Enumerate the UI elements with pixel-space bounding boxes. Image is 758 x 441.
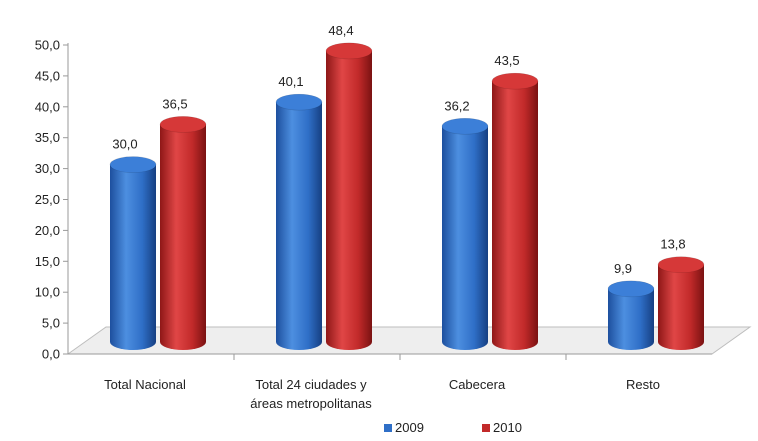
legend: 2009 2010 (384, 420, 522, 435)
bar-body (442, 126, 488, 350)
bar-body (110, 165, 156, 350)
y-tick-label: 5,0 (42, 316, 60, 331)
bar-2009-2 (442, 118, 488, 350)
bar-2010-2 (492, 73, 538, 350)
data-label-2010: 13,8 (660, 237, 685, 252)
bar-2009-0 (110, 157, 156, 350)
legend-label-2009: 2009 (395, 420, 424, 435)
bar-top (326, 43, 372, 59)
bar-2010-3 (658, 257, 704, 350)
y-tick-label: 10,0 (35, 285, 60, 300)
bar-body (658, 265, 704, 350)
bar-top (276, 94, 322, 110)
data-label-2009: 40,1 (278, 74, 303, 89)
legend-swatch-2009 (384, 424, 392, 432)
data-label-2010: 48,4 (328, 23, 353, 38)
bar-top (608, 281, 654, 297)
bar-body (492, 81, 538, 350)
data-label-2009: 9,9 (614, 261, 632, 276)
x-category-label: Cabecera (449, 377, 506, 392)
bar-top (110, 157, 156, 173)
bar-body (608, 289, 654, 350)
bar-body (276, 102, 322, 350)
x-category-label: Total Nacional (104, 377, 186, 392)
y-tick-label: 50,0 (35, 38, 60, 53)
y-tick-label: 25,0 (35, 192, 60, 207)
data-label-2010: 43,5 (494, 53, 519, 68)
y-tick-label: 30,0 (35, 161, 60, 176)
x-category-label: Total 24 ciudades y (255, 377, 367, 392)
y-tick-label: 45,0 (35, 68, 60, 83)
bar-top (160, 116, 206, 132)
bar-2010-1 (326, 43, 372, 350)
y-tick-label: 20,0 (35, 223, 60, 238)
bar-body (326, 51, 372, 350)
y-tick-label: 15,0 (35, 254, 60, 269)
bar-2009-3 (608, 281, 654, 350)
y-tick-label: 0,0 (42, 347, 60, 362)
data-label-2010: 36,5 (162, 96, 187, 111)
x-category-label: áreas metropolitanas (250, 396, 372, 411)
legend-swatch-2010 (482, 424, 490, 432)
bar-top (492, 73, 538, 89)
bar-body (160, 124, 206, 350)
bar-2009-1 (276, 94, 322, 350)
data-label-2009: 30,0 (112, 137, 137, 152)
data-label-2009: 36,2 (444, 98, 469, 113)
bar-top (658, 257, 704, 273)
bar-top (442, 118, 488, 134)
bar-2010-0 (160, 116, 206, 350)
legend-label-2010: 2010 (493, 420, 522, 435)
bars (110, 43, 704, 350)
x-category-label: Resto (626, 377, 660, 392)
y-tick-label: 40,0 (35, 99, 60, 114)
y-tick-label: 35,0 (35, 130, 60, 145)
